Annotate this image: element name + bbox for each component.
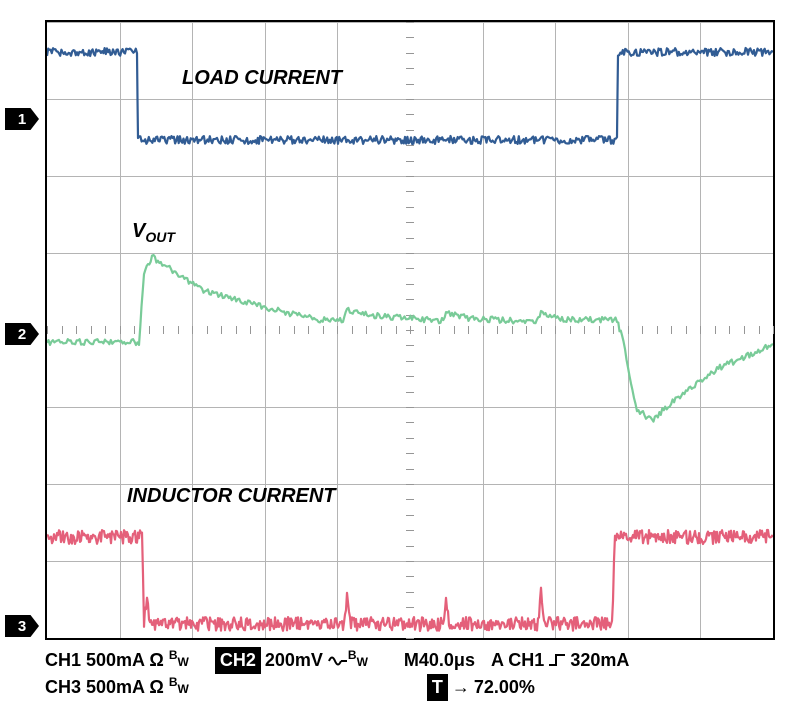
- footer-row-2: CH3 500mA Ω BW T → 72.00%: [45, 674, 629, 701]
- rising-edge-icon: [548, 652, 566, 668]
- oscilloscope-screenshot: 1 2 3 LOAD CURRENT VOUT INDUCTOR CURRENT…: [0, 0, 803, 706]
- ch3-ground-marker: 3: [5, 615, 39, 637]
- scope-grid: [47, 22, 773, 23]
- t-arrow: →: [452, 675, 470, 700]
- t-box: T: [427, 674, 448, 701]
- trace1-label: LOAD CURRENT: [182, 67, 342, 90]
- trace2-prefix: V: [132, 220, 145, 242]
- ch1-ground-marker: 1: [5, 108, 39, 130]
- ch2-scale: 200mV BW: [265, 647, 368, 673]
- footer-row-1: CH1 500mA Ω BW CH2 200mV BW M40.0μs A CH…: [45, 647, 629, 674]
- ch2-box: CH2: [215, 647, 261, 674]
- trigger-level: 320mA: [570, 648, 629, 673]
- scope-plot-area: LOAD CURRENT VOUT INDUCTOR CURRENT: [45, 20, 775, 640]
- trace2-label: VOUT: [132, 220, 175, 245]
- t-position: 72.00%: [474, 675, 535, 700]
- ch1-scale: CH1 500mA Ω BW: [45, 647, 189, 673]
- scope-footer: CH1 500mA Ω BW CH2 200mV BW M40.0μs A CH…: [45, 647, 629, 701]
- ch2-ground-marker: 2: [5, 323, 39, 345]
- timebase: M40.0μs: [404, 648, 475, 673]
- ch3-scale: CH3 500mA Ω BW: [45, 674, 189, 700]
- trace3-label: INDUCTOR CURRENT: [127, 485, 336, 508]
- trigger-source: A CH1: [491, 648, 544, 673]
- ac-coupling-icon: [328, 653, 348, 669]
- trace2-subscript: OUT: [145, 229, 175, 245]
